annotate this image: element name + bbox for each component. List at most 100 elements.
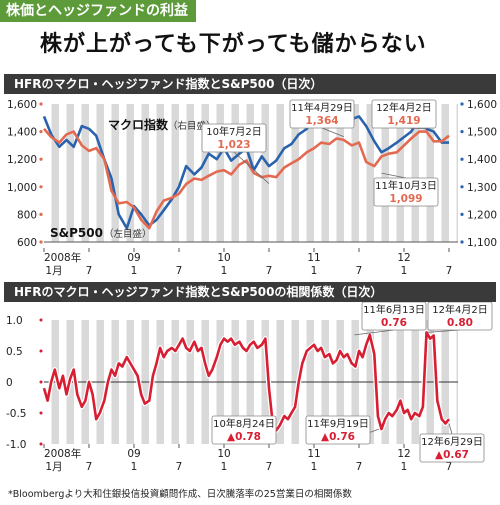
y-tick-label: 1.0 xyxy=(6,315,23,327)
month-band xyxy=(51,104,59,242)
corr-callout-1-date: 12年4月2日 xyxy=(432,303,487,316)
y-tick xyxy=(39,380,43,384)
corr-callout-3-box xyxy=(305,415,371,445)
chart1-title: HFRのマクロ・ヘッジファンド指数とS&P500（日次） xyxy=(4,74,496,94)
corr-callout-2-date: 10年8月24日 xyxy=(213,417,275,430)
y-left-tick-label: 1,400 xyxy=(7,127,37,139)
series-line-sp500 xyxy=(43,127,450,230)
month-band xyxy=(441,104,449,242)
y-left-tick xyxy=(39,212,43,216)
y-left-tick-label: 1,600 xyxy=(7,99,37,111)
y-tick-label: -0.5 xyxy=(6,408,27,420)
y-right-tick xyxy=(460,240,464,244)
corr-callout-0-value: 0.76 xyxy=(381,317,407,329)
callout-3-value: 1,099 xyxy=(389,193,422,205)
chart1-index-lines: 600 800 1,000 1,200 1,400 1,600 1,100 1,200 1,30… xyxy=(7,99,497,277)
corr-callout-1-box xyxy=(427,302,493,331)
y-right-tick xyxy=(460,185,464,189)
month-band xyxy=(96,104,104,242)
callout-1-box xyxy=(289,99,355,129)
x-tick-label-year: 2008年 xyxy=(44,251,81,264)
corr-callout-3-date: 11年9月19日 xyxy=(307,417,369,430)
y-right-tick-label: 1,300 xyxy=(467,182,497,194)
x-tick-label-month: 1月 xyxy=(45,265,62,277)
y-right-tick xyxy=(460,157,464,161)
callout-1-date: 11年4月29日 xyxy=(291,101,353,114)
month-band xyxy=(261,104,269,242)
callout-0-box xyxy=(201,123,267,153)
month-band xyxy=(141,104,149,242)
corr-callout-4-value: ▲0.67 xyxy=(435,449,469,461)
month-band xyxy=(66,104,74,242)
month-band xyxy=(171,104,179,242)
x-tick-label-month: 1 xyxy=(131,461,138,473)
y-right-tick xyxy=(460,102,464,106)
month-band xyxy=(126,104,134,242)
y-tick-label: 0.5 xyxy=(6,346,23,358)
y-left-tick xyxy=(39,185,43,189)
corr-callout-2-value: ▲0.78 xyxy=(227,431,261,443)
x-tick-label: 7 xyxy=(176,461,183,473)
x-tick-label: 7 xyxy=(356,265,363,277)
y-left-tick-label: 600 xyxy=(17,237,37,249)
month-band xyxy=(456,104,458,242)
month-band xyxy=(426,104,434,242)
y-right-tick xyxy=(460,130,464,134)
x-tick-label-month: 1 xyxy=(311,265,318,277)
y-right-tick xyxy=(460,212,464,216)
y-left-tick-label: 800 xyxy=(17,209,37,221)
corr-callout-0-leader xyxy=(354,329,395,336)
corr-callout-3-value: ▲0.76 xyxy=(321,431,355,443)
callout-0-leader xyxy=(233,151,270,184)
y-tick xyxy=(39,411,43,415)
y-right-tick-label: 1,200 xyxy=(467,209,497,221)
y-tick xyxy=(39,442,43,446)
x-tick-label-year: 11 xyxy=(307,448,320,460)
x-tick-label: 7 xyxy=(86,265,93,277)
x-tick-label-month: 1 xyxy=(401,265,408,277)
y-tick-label: -1.0 xyxy=(6,439,27,451)
month-band xyxy=(81,104,89,242)
callout-2-value: 1,419 xyxy=(387,115,420,127)
callout-3-box xyxy=(373,177,439,207)
legend-sp500-axis: （左目盛） xyxy=(104,228,152,240)
x-tick-label-year: 11 xyxy=(307,252,320,264)
y-tick xyxy=(39,349,43,353)
callout-0-date: 10年7月2日 xyxy=(206,125,261,138)
chart2-title: HFRのマクロ・ヘッジファンド指数とS&P500の相関係数（日次） xyxy=(4,282,496,302)
x-tick-label: 7 xyxy=(266,265,273,277)
legend-sp500-name: S&P500 xyxy=(50,226,103,240)
x-tick-label: 7 xyxy=(446,461,453,473)
x-tick-label-year: 09 xyxy=(127,252,140,264)
month-band xyxy=(111,104,119,242)
y-right-tick-label: 1,600 xyxy=(467,99,497,111)
legend-macro-name: マクロ指数 xyxy=(108,117,169,132)
month-band xyxy=(306,104,314,242)
month-band xyxy=(156,104,164,242)
headline: 株が上がっても下がっても儲からない xyxy=(40,31,427,57)
month-band xyxy=(411,104,419,242)
month-band xyxy=(201,104,209,242)
x-tick-label-month: 1 xyxy=(221,265,228,277)
x-tick-label-year: 09 xyxy=(127,448,140,460)
callout-1-value: 1,364 xyxy=(305,115,338,127)
x-tick-label: 7 xyxy=(356,461,363,473)
corr-callout-2-box xyxy=(211,415,277,445)
month-band xyxy=(246,104,254,242)
corr-callout-4-date: 12年6月29日 xyxy=(421,435,483,448)
y-left-tick-label: 1,000 xyxy=(7,182,37,194)
callout-1-leader xyxy=(321,127,344,137)
callout-3-date: 11年10月3日 xyxy=(375,179,437,192)
month-band xyxy=(231,104,239,242)
corr-callout-4-leader xyxy=(448,423,453,435)
month-band xyxy=(381,104,389,242)
callout-0-value: 1,023 xyxy=(217,139,250,151)
month-band xyxy=(396,104,404,242)
callout-2-date: 12年4月2日 xyxy=(376,101,431,114)
x-tick-label: 7 xyxy=(176,265,183,277)
callout-3-leader xyxy=(381,172,407,179)
y-right-tick-label: 1,100 xyxy=(467,237,497,249)
y-left-tick xyxy=(39,130,43,134)
y-right-tick-label: 1,400 xyxy=(467,154,497,166)
